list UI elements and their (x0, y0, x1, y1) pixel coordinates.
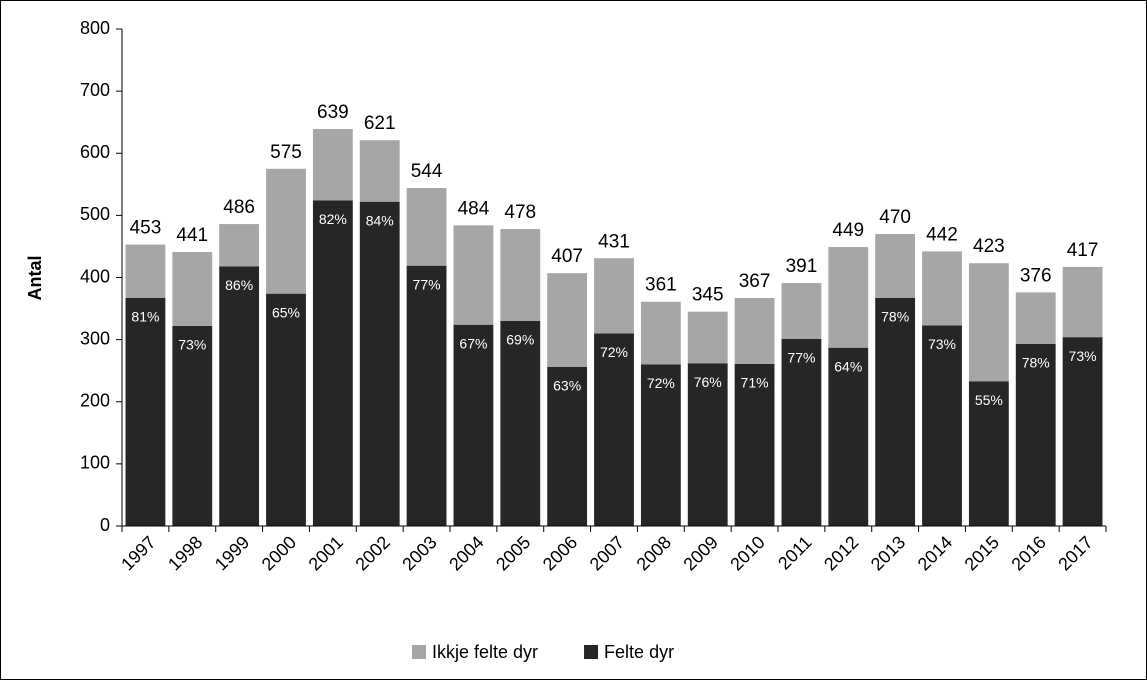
bar-segment (406, 188, 447, 266)
y-tick-label: 700 (80, 80, 110, 100)
bar-segment (922, 251, 962, 326)
bar-segment (453, 324, 494, 526)
value-label: 72% (600, 344, 628, 360)
total-label: 486 (223, 197, 255, 218)
bar-segment (781, 283, 822, 340)
bar-segment (687, 363, 728, 526)
bar-segment (500, 320, 541, 526)
total-label: 544 (411, 161, 443, 182)
value-label: 55% (975, 392, 1003, 408)
bar-segment (640, 301, 681, 365)
bar-segment (1062, 266, 1103, 338)
bar-segment (219, 266, 260, 526)
bar-segment (453, 225, 494, 325)
bar-segment (266, 293, 306, 526)
total-label: 453 (130, 218, 162, 239)
bar-segment (968, 381, 1009, 526)
bar-segment (547, 273, 588, 367)
y-tick-label: 200 (80, 391, 110, 411)
total-label: 391 (786, 256, 818, 277)
y-tick-label: 400 (80, 266, 110, 286)
value-label: 73% (178, 337, 206, 353)
bar-segment (734, 298, 775, 364)
legend-label: Felte dyr (604, 642, 674, 662)
bar-segment (594, 258, 634, 334)
total-label: 423 (973, 236, 1005, 257)
total-label: 449 (832, 220, 864, 241)
bar-segment (828, 347, 869, 526)
bar-segment (312, 200, 353, 526)
total-label: 442 (926, 224, 958, 245)
bar-segment (734, 363, 775, 526)
value-label: 86% (225, 277, 253, 293)
legend-swatch (584, 645, 599, 659)
value-label: 81% (131, 309, 159, 325)
bar-segment (781, 339, 822, 526)
bar-segment (500, 229, 541, 321)
bar-segment (922, 325, 962, 526)
value-label: 78% (881, 309, 909, 325)
bar-segment (359, 140, 400, 202)
bar-segment (828, 247, 869, 348)
value-label: 77% (787, 350, 815, 366)
value-label: 69% (506, 332, 534, 348)
total-label: 441 (176, 225, 208, 246)
value-label: 63% (553, 378, 581, 394)
bar-segment (640, 364, 681, 526)
value-label: 67% (459, 335, 487, 351)
value-label: 78% (1022, 355, 1050, 371)
y-tick-label: 100 (80, 453, 110, 473)
bar-segment (172, 252, 213, 326)
bar-segment (406, 265, 447, 526)
total-label: 376 (1020, 265, 1052, 286)
value-label: 73% (1069, 348, 1097, 364)
bar-segment (547, 366, 588, 526)
y-tick-label: 300 (80, 328, 110, 348)
bar-segment (266, 168, 306, 294)
total-label: 361 (645, 275, 677, 296)
total-label: 575 (270, 142, 302, 163)
value-label: 64% (834, 358, 862, 374)
y-tick-label: 800 (80, 18, 110, 38)
y-tick-label: 0 (100, 515, 110, 535)
total-label: 345 (692, 285, 724, 306)
legend-swatch (412, 645, 426, 659)
bar-segment (359, 201, 400, 526)
total-label: 484 (458, 198, 490, 219)
total-label: 417 (1067, 240, 1099, 261)
bar-segment (687, 311, 728, 364)
legend-label: Ikkje felte dyr (432, 642, 538, 662)
total-label: 431 (598, 231, 630, 252)
value-label: 71% (741, 375, 769, 391)
y-tick-label: 600 (80, 142, 110, 162)
bar-segment (875, 234, 916, 299)
total-label: 470 (879, 207, 911, 228)
bar-segment (1015, 343, 1056, 526)
y-tick-label: 500 (80, 204, 110, 224)
total-label: 621 (364, 113, 396, 134)
bar-segment (125, 244, 166, 299)
bar-segment (219, 224, 260, 267)
value-label: 73% (928, 336, 956, 352)
bar-segment (172, 325, 213, 526)
value-label: 84% (366, 212, 394, 228)
bar-segment (875, 298, 916, 526)
value-label: 82% (319, 211, 347, 227)
y-axis-label: Antal (25, 256, 45, 301)
total-label: 478 (504, 202, 536, 223)
total-label: 407 (551, 246, 583, 267)
bar-segment (125, 298, 166, 526)
bar-segment (1015, 292, 1056, 344)
bar-segment (1062, 337, 1103, 526)
bar-segment (594, 333, 634, 526)
value-label: 77% (413, 276, 441, 292)
bar-segment (312, 129, 353, 201)
total-label: 367 (739, 271, 771, 292)
value-label: 72% (647, 375, 675, 391)
bar-segment (968, 263, 1009, 382)
value-label: 65% (272, 304, 300, 320)
total-label: 639 (317, 102, 349, 123)
value-label: 76% (694, 374, 722, 390)
